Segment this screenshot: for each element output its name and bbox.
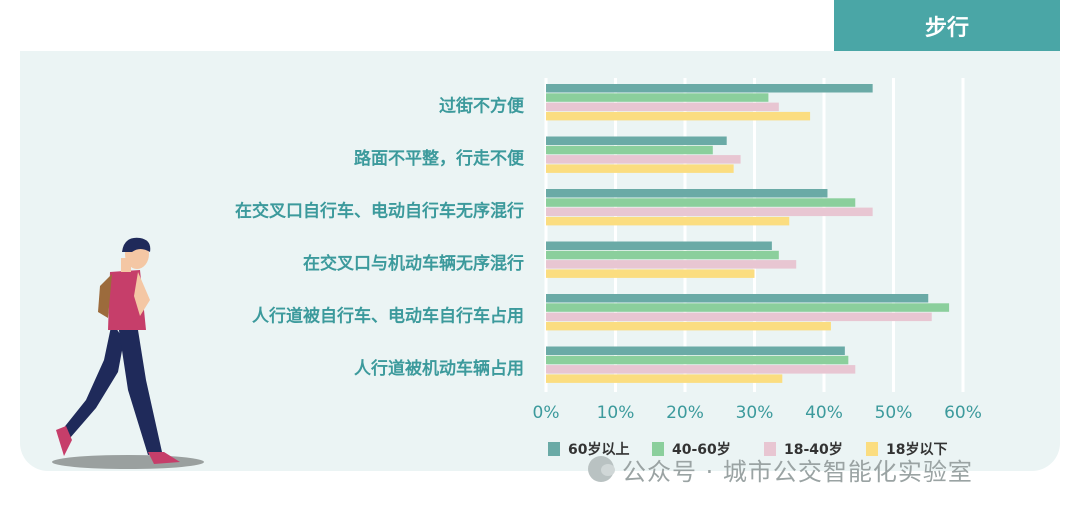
bar <box>546 102 779 112</box>
category-label: 路面不平整，行走不便 <box>354 148 525 169</box>
bar <box>546 111 811 121</box>
grid-lines <box>544 78 965 392</box>
bar <box>546 198 856 207</box>
x-tick-label: 20% <box>666 403 704 423</box>
category-label: 人行道被自行车、电动车自行车占用 <box>252 306 524 327</box>
x-tick-label: 60% <box>944 403 982 423</box>
wechat-icon <box>588 456 615 482</box>
bar <box>546 312 932 322</box>
bar <box>546 250 779 260</box>
bar <box>546 164 734 173</box>
bar <box>546 241 772 250</box>
bar <box>546 321 831 331</box>
bar <box>546 269 755 278</box>
panel-title: 步行 <box>924 15 969 41</box>
bar <box>546 93 769 102</box>
legend-label: 18-40岁 <box>784 441 843 458</box>
legend-swatch <box>764 442 776 456</box>
legend-label: 18岁以下 <box>886 441 947 458</box>
x-tick-label: 40% <box>805 403 843 423</box>
x-tick-label: 50% <box>875 403 913 423</box>
category-label: 在交叉口自行车、电动自行车无序混行 <box>235 201 524 222</box>
legend-swatch <box>652 442 664 456</box>
legend-swatch <box>548 442 560 456</box>
category-label: 人行道被机动车辆占用 <box>354 358 524 379</box>
legend-label: 40-60岁 <box>672 441 731 458</box>
category-label: 过街不方便 <box>439 96 525 117</box>
chart-panel <box>20 51 1060 471</box>
category-labels: 过街不方便路面不平整，行走不便在交叉口自行车、电动自行车无序混行在交叉口与机动车… <box>235 96 525 380</box>
bar <box>546 216 790 226</box>
bar <box>546 294 929 303</box>
x-tick-label: 10% <box>597 403 635 423</box>
watermark: 公众号 · 城市公交智能化实验室 <box>588 452 973 486</box>
x-tick-label: 0% <box>533 403 560 423</box>
bar <box>546 155 741 164</box>
bar <box>546 303 950 312</box>
bar <box>546 355 849 365</box>
x-tick-label: 30% <box>736 403 774 423</box>
bar <box>546 346 845 355</box>
legend: 60岁以上 40-60岁 18-40岁 18岁以下 <box>548 441 947 458</box>
bar <box>546 145 713 155</box>
category-label: 在交叉口与机动车辆无序混行 <box>303 253 524 274</box>
walking-person-illustration <box>52 237 204 469</box>
legend-label: 60岁以上 <box>568 441 629 458</box>
bar <box>546 374 783 383</box>
x-tick-labels: 0% 10% 20% 30% 40% 50% 60% <box>533 403 982 423</box>
bars <box>546 84 950 383</box>
bar <box>546 84 873 93</box>
watermark-text: 公众号 · 城市公交智能化实验室 <box>622 457 973 486</box>
legend-swatch <box>866 442 878 456</box>
bar <box>546 365 856 374</box>
bar <box>546 260 797 269</box>
bar <box>546 207 873 217</box>
bar <box>546 189 828 198</box>
bar <box>546 136 727 145</box>
panel-title-tab: 步行 <box>834 0 1060 51</box>
